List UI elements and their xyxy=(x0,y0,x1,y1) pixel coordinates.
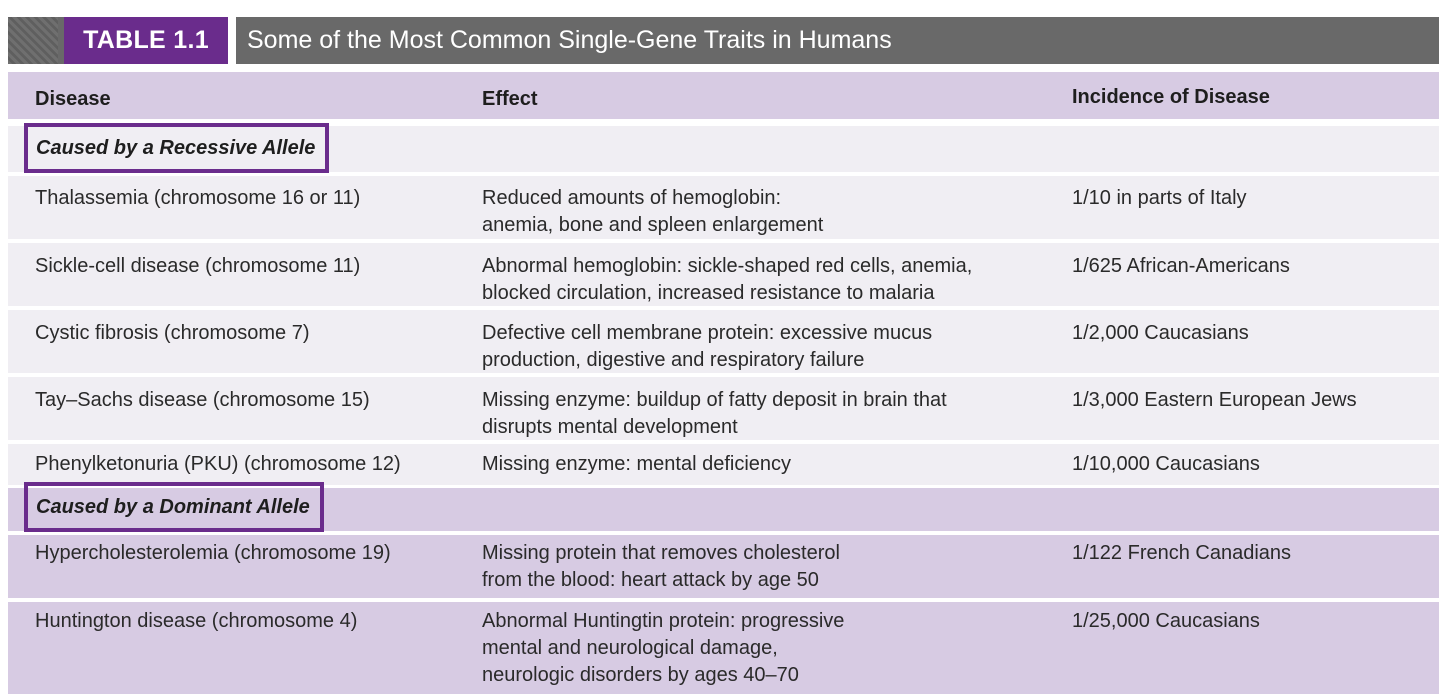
effect-cell: Reduced amounts of hemoglobin: anemia, b… xyxy=(482,185,1062,239)
incidence-cell: 1/25,000 Caucasians xyxy=(1072,610,1260,632)
effect-line: disrupts mental development xyxy=(482,416,738,438)
effect-line: Abnormal Huntingtin protein: progressive xyxy=(482,610,845,632)
section-label-recessive: Caused by a Recessive Allele xyxy=(24,123,330,173)
effect-line: Missing protein that removes cholesterol xyxy=(482,542,840,564)
section-label-dominant: Caused by a Dominant Allele xyxy=(24,482,324,532)
table-header-row: Disease Effect Incidence of Disease xyxy=(8,72,1439,119)
section-label-text: Caused by a Recessive Allele xyxy=(36,136,316,159)
disease-cell: Sickle-cell disease (chromosome 11) xyxy=(35,255,361,277)
column-header-effect: Effect xyxy=(482,88,538,110)
table-number-label: TABLE 1.1 xyxy=(64,17,228,64)
effect-line: production, digestive and respiratory fa… xyxy=(482,349,865,371)
effect-line: Abnormal hemoglobin: sickle-shaped red c… xyxy=(482,255,973,277)
disease-cell: Hypercholesterolemia (chromosome 19) xyxy=(35,542,391,564)
title-divider xyxy=(228,17,236,64)
effect-line: Defective cell membrane protein: excessi… xyxy=(482,322,933,344)
title-accent-stripes xyxy=(8,17,58,64)
disease-cell: Thalassemia (chromosome 16 or 11) xyxy=(35,187,361,209)
incidence-cell: 1/10,000 Caucasians xyxy=(1072,453,1260,475)
effect-line: from the blood: heart attack by age 50 xyxy=(482,569,819,591)
effect-line: neurologic disorders by ages 40–70 xyxy=(482,664,799,686)
table-row: Hypercholesterolemia (chromosome 19) Mis… xyxy=(8,535,1439,598)
effect-cell: Missing enzyme: buildup of fatty deposit… xyxy=(482,387,1062,441)
effect-cell: Missing enzyme: mental deficiency xyxy=(482,451,1062,478)
effect-cell: Abnormal Huntingtin protein: progressive… xyxy=(482,608,1062,689)
table-row: Sickle-cell disease (chromosome 11) Abno… xyxy=(8,243,1439,306)
disease-cell: Cystic fibrosis (chromosome 7) xyxy=(35,322,310,344)
table-row: Phenylketonuria (PKU) (chromosome 12) Mi… xyxy=(8,444,1439,485)
column-header-disease: Disease xyxy=(35,88,111,110)
table-row: Cystic fibrosis (chromosome 7) Defective… xyxy=(8,310,1439,373)
effect-cell: Defective cell membrane protein: excessi… xyxy=(482,320,1062,374)
effect-line: Reduced amounts of hemoglobin: xyxy=(482,187,782,209)
incidence-cell: 1/122 French Canadians xyxy=(1072,542,1292,564)
title-bar xyxy=(8,17,1439,64)
effect-line: Missing enzyme: buildup of fatty deposit… xyxy=(482,389,947,411)
table-row: Tay–Sachs disease (chromosome 15) Missin… xyxy=(8,377,1439,440)
section-label-text: Caused by a Dominant Allele xyxy=(36,495,310,518)
effect-line: mental and neurological damage, xyxy=(482,637,778,659)
disease-cell: Phenylketonuria (PKU) (chromosome 12) xyxy=(35,453,401,475)
table-row: Huntington disease (chromosome 4) Abnorm… xyxy=(8,602,1439,694)
section-row-recessive xyxy=(8,126,1439,172)
effect-line: blocked circulation, increased resistanc… xyxy=(482,282,935,304)
column-header-incidence: Incidence of Disease xyxy=(1072,86,1270,108)
table-title: Some of the Most Common Single-Gene Trai… xyxy=(247,26,892,54)
disease-cell: Tay–Sachs disease (chromosome 15) xyxy=(35,389,370,411)
disease-cell: Huntington disease (chromosome 4) xyxy=(35,610,358,632)
incidence-cell: 1/625 African-Americans xyxy=(1072,255,1290,277)
effect-line: anemia, bone and spleen enlargement xyxy=(482,214,824,236)
effect-cell: Missing protein that removes cholesterol… xyxy=(482,540,1062,594)
incidence-cell: 1/2,000 Caucasians xyxy=(1072,322,1249,344)
incidence-cell: 1/10 in parts of Italy xyxy=(1072,187,1247,209)
incidence-cell: 1/3,000 Eastern European Jews xyxy=(1072,389,1357,411)
section-row-dominant xyxy=(8,488,1439,531)
effect-line: Missing enzyme: mental deficiency xyxy=(482,453,792,475)
table-row: Thalassemia (chromosome 16 or 11) Reduce… xyxy=(8,176,1439,239)
effect-cell: Abnormal hemoglobin: sickle-shaped red c… xyxy=(482,253,1062,307)
